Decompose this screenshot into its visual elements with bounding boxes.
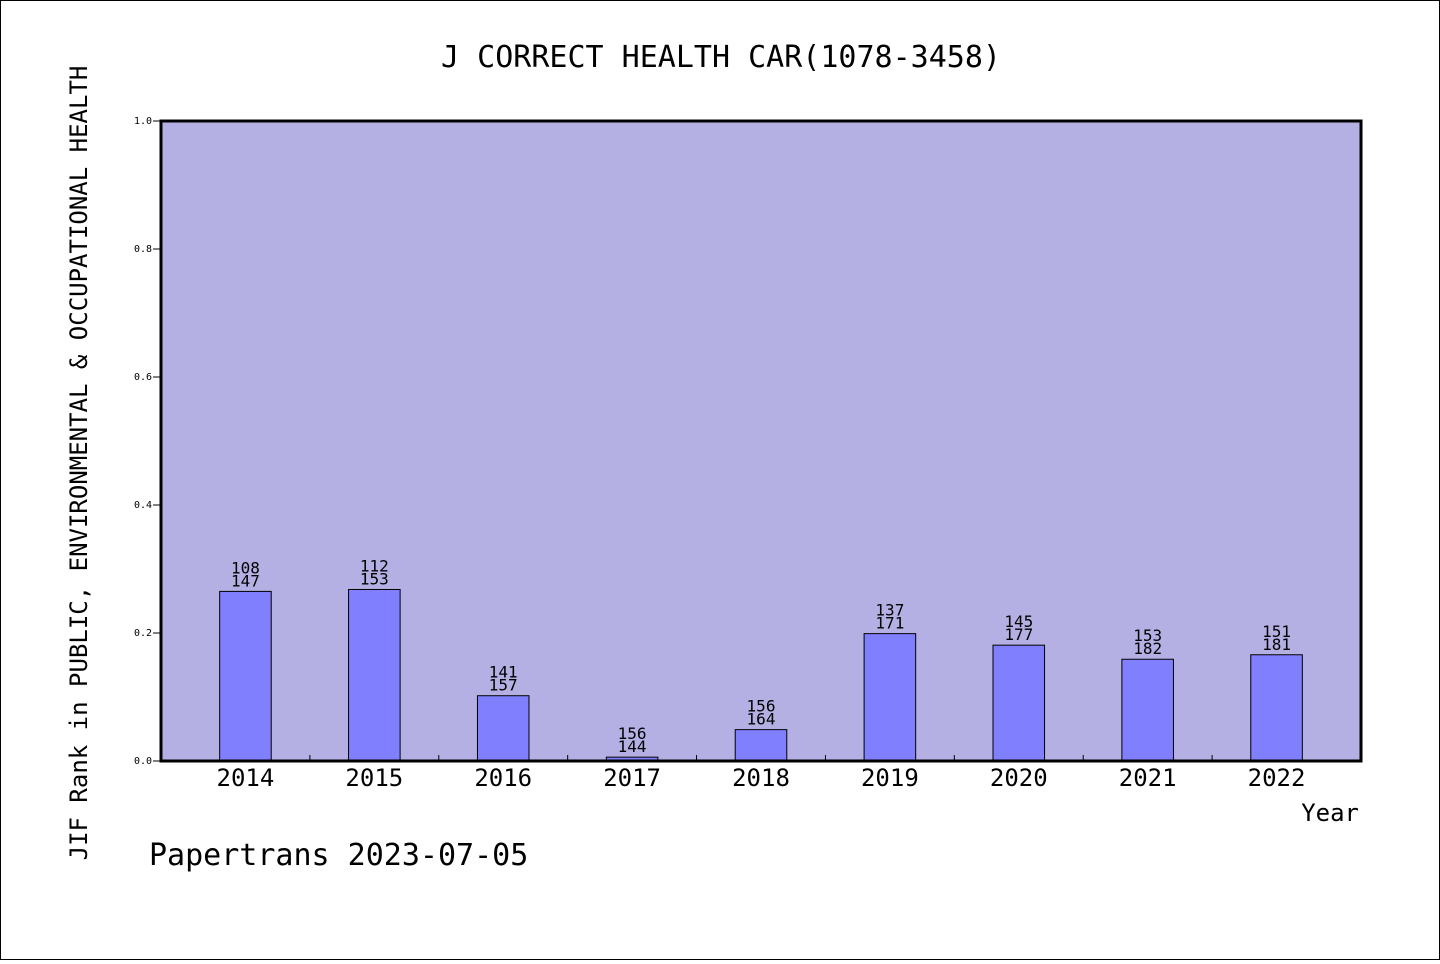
y-tick-label: 1.0 bbox=[134, 116, 152, 127]
x-tick-label: 2020 bbox=[990, 764, 1048, 792]
bar-label-bottom: 147 bbox=[231, 571, 260, 590]
x-tick-label: 2021 bbox=[1119, 764, 1177, 792]
bar-label-bottom: 153 bbox=[360, 569, 389, 588]
bar-2020 bbox=[992, 644, 1046, 762]
bar-label-top: 141 bbox=[489, 663, 518, 682]
plot-area bbox=[161, 121, 1361, 761]
bar-2019 bbox=[863, 633, 917, 762]
bar-2016 bbox=[476, 695, 530, 762]
bar-label-bottom: 182 bbox=[1133, 639, 1162, 658]
x-tick-label: 2022 bbox=[1248, 764, 1306, 792]
bar-label-bottom: 177 bbox=[1004, 625, 1033, 644]
x-tick-label: 2017 bbox=[603, 764, 661, 792]
y-tick-label: 0.4 bbox=[134, 500, 152, 511]
x-tick-label: 2014 bbox=[217, 764, 275, 792]
bar-label-bottom: 157 bbox=[489, 676, 518, 695]
y-tick-label: 0.6 bbox=[134, 372, 152, 383]
y-tick-label: 0.8 bbox=[134, 244, 152, 255]
bar-2022 bbox=[1250, 654, 1303, 762]
y-tick-label: 0.2 bbox=[134, 628, 152, 639]
bar-label-top: 145 bbox=[1004, 612, 1033, 631]
bar-label-top: 137 bbox=[875, 601, 904, 620]
bar-2018 bbox=[734, 729, 788, 762]
y-axis: 0.0 0.2 0.4 0.6 0.8 1.0 bbox=[134, 116, 161, 767]
bar-2021 bbox=[1121, 658, 1174, 762]
x-axis: 2014 2015 2016 2017 2018 2019 2020 2021 2022 bbox=[217, 755, 1306, 792]
x-tick-label: 2016 bbox=[474, 764, 532, 792]
bar-2015 bbox=[348, 588, 401, 762]
x-axis-label: Year bbox=[1301, 799, 1359, 827]
bar-label-bottom: 181 bbox=[1262, 635, 1291, 654]
bar-label-top: 153 bbox=[1133, 626, 1162, 645]
y-tick-label: 0.0 bbox=[134, 756, 152, 767]
bar-label-bottom: 171 bbox=[875, 614, 904, 633]
x-tick-label: 2018 bbox=[732, 764, 790, 792]
footer-text: Papertrans 2023-07-05 bbox=[149, 838, 528, 873]
plot-border bbox=[159, 119, 1363, 763]
bar-2014 bbox=[219, 590, 272, 762]
bar-label-top: 112 bbox=[360, 556, 389, 575]
y-axis-label: JIF Rank in PUBLIC, ENVIRONMENTAL & OCCU… bbox=[65, 66, 93, 861]
bar-label-top: 151 bbox=[1262, 622, 1291, 641]
x-tick-label: 2015 bbox=[345, 764, 403, 792]
x-tick-label: 2019 bbox=[861, 764, 919, 792]
bar-label-top: 156 bbox=[747, 697, 776, 716]
bar-label-top: 156 bbox=[618, 724, 647, 743]
chart-title: J CORRECT HEALTH CAR(1078-3458) bbox=[441, 40, 1001, 75]
bar-label-bottom: 164 bbox=[747, 710, 776, 729]
bar-label-bottom: 144 bbox=[618, 737, 647, 756]
bar-label-top: 108 bbox=[231, 558, 260, 577]
